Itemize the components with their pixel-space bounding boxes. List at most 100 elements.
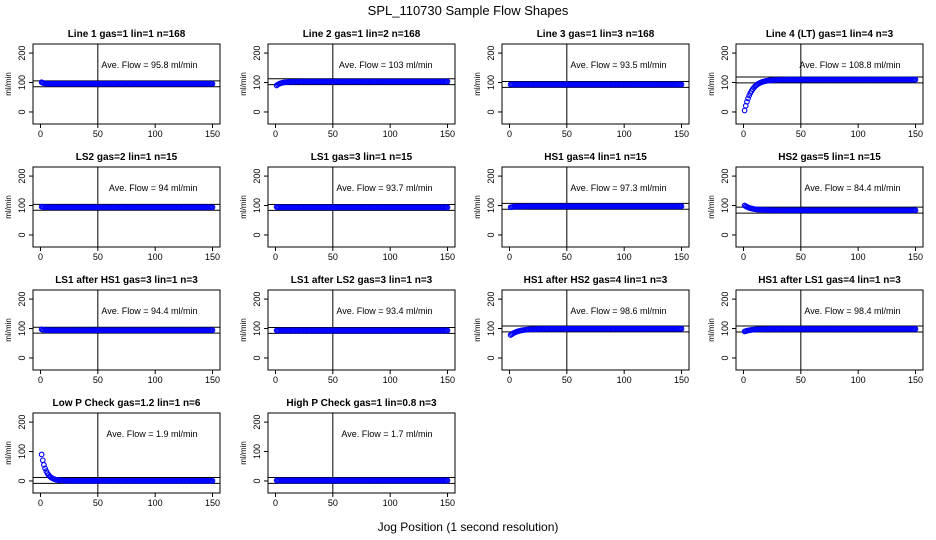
plot-frame [501,166,690,248]
data-points [38,79,216,87]
y-tick-label: 0 [17,355,27,360]
y-tick-label: 200 [720,46,730,61]
y-tick-label: 200 [486,292,496,307]
panel-6: LS1 gas=3 lin=1 n=15 0 100 200 ml/min 0 50 100 1… [239,152,456,262]
y-tick-label: 0 [486,355,496,360]
data-point [678,325,685,332]
y-tick-label: 200 [17,415,27,430]
y-tick-label: 200 [486,169,496,184]
y-axis-label: ml/min [473,195,482,219]
y-tick-label: 100 [486,75,496,90]
x-tick-label: 50 [562,252,572,262]
data-points [507,203,685,211]
panel-9: LS1 after HS1 gas=3 lin=1 n=3 0 100 200 ml/m… [4,275,221,385]
data-point [444,477,451,484]
x-tick-label: 50 [93,498,103,508]
x-tick-label: 150 [205,252,220,262]
x-tick-label: 150 [205,498,220,508]
x-tick-label: 100 [851,375,866,385]
x-tick-label: 100 [383,252,398,262]
panel-14: High P Check gas=1 lin=0.8 n=3 0 100 200 ml/… [239,398,456,508]
y-tick-label: 0 [17,478,27,483]
plot-frame [32,412,221,494]
y-tick-label: 0 [720,232,730,237]
x-tick-label: 50 [796,129,806,139]
average-flow-annotation: Ave. Flow = 95.8 ml/min [101,60,197,70]
y-tick-label: 200 [252,46,262,61]
panel-13: Low P Check gas=1.2 lin=1 n=6 0 100 200 ml/m… [4,398,221,508]
x-tick-label: 100 [383,129,398,139]
data-point [444,78,451,85]
y-tick-label: 100 [486,198,496,213]
figure-title: SPL_110730 Sample Flow Shapes [368,3,569,18]
x-tick-label: 100 [148,498,163,508]
panel-title: High P Check gas=1 lin=0.8 n=3 [286,398,437,409]
y-axis-label: ml/min [239,441,248,465]
x-tick-label: 0 [273,252,278,262]
x-tick-label: 50 [328,375,338,385]
x-tick-label: 150 [440,129,455,139]
y-tick-label: 0 [486,109,496,114]
data-points [273,327,451,334]
x-tick-label: 0 [741,252,746,262]
panel-title: Line 4 (LT) gas=1 lin=4 n=3 [766,29,894,40]
data-point [678,203,685,210]
panel-title: Line 3 gas=1 lin=3 n=168 [537,29,655,40]
y-axis-label: ml/min [4,441,13,465]
data-point [41,461,47,468]
x-tick-label: 0 [507,375,512,385]
x-tick-label: 0 [741,129,746,139]
x-tick-label: 50 [93,375,103,385]
panel-8: HS2 gas=5 lin=1 n=15 0 100 200 ml/min 0 50 100 1… [707,152,924,262]
plot-frame [735,289,924,371]
x-tick-label: 150 [674,252,689,262]
panel-11: HS1 after HS2 gas=4 lin=1 n=3 0 100 200 ml/m… [473,275,690,385]
x-tick-label: 100 [617,375,632,385]
y-axis-label: ml/min [239,318,248,342]
panel-title: LS1 after LS2 gas=3 lin=1 n=3 [291,275,433,286]
panel-title: HS1 after HS2 gas=4 lin=1 n=3 [524,275,668,286]
x-tick-label: 100 [851,129,866,139]
y-tick-label: 100 [252,75,262,90]
panel-3: Line 3 gas=1 lin=3 n=168 0 100 200 ml/min 0 50… [473,29,690,139]
data-point [39,457,46,464]
y-tick-label: 0 [252,355,262,360]
x-tick-label: 0 [38,252,43,262]
panel-title: LS1 gas=3 lin=1 n=15 [311,152,413,163]
data-point [741,107,748,114]
x-tick-label: 150 [205,375,220,385]
data-points [741,202,919,214]
x-tick-label: 100 [383,375,398,385]
plot-frame [32,289,221,371]
y-tick-label: 100 [17,444,27,459]
y-axis-label: ml/min [473,72,482,96]
y-axis-label: ml/min [239,195,248,219]
x-tick-label: 150 [440,252,455,262]
data-points [273,477,451,484]
y-tick-label: 200 [17,46,27,61]
y-tick-label: 100 [252,444,262,459]
average-flow-annotation: Ave. Flow = 97.3 ml/min [570,183,666,193]
panel-5: LS2 gas=2 lin=1 n=15 0 100 200 ml/min 0 50 100 1… [4,152,221,262]
y-tick-label: 200 [486,46,496,61]
x-tick-label: 150 [440,375,455,385]
y-tick-label: 200 [252,169,262,184]
average-flow-annotation: Ave. Flow = 103 ml/min [339,60,433,70]
y-tick-label: 0 [252,109,262,114]
y-tick-label: 0 [252,478,262,483]
data-points [38,203,216,211]
panel-title: HS2 gas=5 lin=1 n=15 [778,152,881,163]
y-tick-label: 100 [720,75,730,90]
panel-title: HS1 after LS1 gas=4 lin=1 n=3 [758,275,901,286]
plot-frame [501,289,690,371]
x-tick-label: 0 [273,375,278,385]
x-tick-label: 50 [93,129,103,139]
data-point [678,81,685,88]
average-flow-annotation: Ave. Flow = 98.4 ml/min [804,306,900,316]
data-point [912,76,919,83]
panel-1: Line 1 gas=1 lin=1 n=168 0 100 200 ml/min 0 50… [4,29,221,139]
panel-title: LS1 after HS1 gas=3 lin=1 n=3 [55,275,198,286]
average-flow-annotation: Ave. Flow = 1.9 ml/min [106,429,197,439]
x-tick-label: 50 [562,375,572,385]
